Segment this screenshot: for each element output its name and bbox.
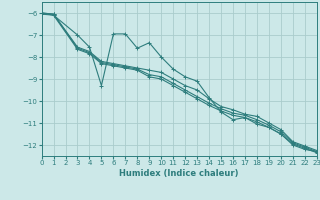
X-axis label: Humidex (Indice chaleur): Humidex (Indice chaleur) [119, 169, 239, 178]
